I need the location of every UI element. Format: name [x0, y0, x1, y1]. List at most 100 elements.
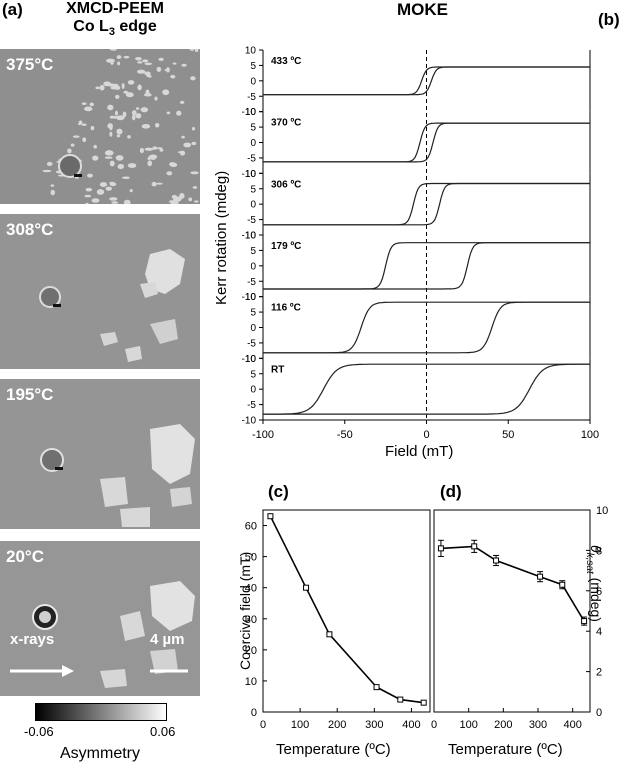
domain-speck [116, 128, 123, 135]
peem-texture-375 [0, 49, 200, 204]
coercive-y-tick-label: 30 [245, 614, 257, 626]
coercive-data-point [373, 684, 380, 691]
domain-speck [142, 59, 149, 63]
hysteresis-branch-up [263, 363, 590, 415]
domain-speck [109, 181, 115, 185]
ksat-y-tick-label: 2 [596, 667, 602, 679]
ksat-x-tick-label: 0 [431, 719, 437, 731]
domain-speck [93, 144, 97, 149]
ksat-x-tick-label: 400 [563, 719, 581, 731]
domain-speck [77, 122, 82, 126]
domain-speck [135, 113, 142, 119]
domain-speck [70, 143, 75, 147]
domain-speck [183, 142, 192, 148]
coercive-x-tick-label: 0 [260, 719, 266, 731]
domain-speck [116, 55, 122, 60]
domain-speck [127, 135, 131, 139]
domain-speck [117, 164, 125, 170]
hysteresis-branch-down [263, 122, 590, 163]
hysteresis-branch-down [263, 242, 590, 290]
domain-speck [92, 155, 99, 161]
domain-speck [90, 125, 95, 131]
colorbar-min-label: -0.06 [24, 724, 54, 739]
domain-speck [171, 194, 178, 199]
domain-speck [123, 199, 131, 204]
ksat-y-tick-label: 4 [596, 626, 602, 638]
moke-temp-label: 179 ºC [271, 241, 301, 252]
domain-speck [192, 186, 198, 189]
ksat-ylabel: θk,sat (mdeg) [584, 545, 604, 622]
moke-y-tick-label: 10 [245, 46, 257, 57]
domain-speck [159, 148, 164, 152]
moke-x-tick-label: -100 [252, 429, 274, 441]
domain-speck [162, 89, 170, 96]
domain-speck [67, 148, 72, 154]
coercive-y-tick-label: 50 [245, 552, 257, 564]
domain-speck [117, 61, 121, 66]
moke-y-tick-label: 5 [250, 184, 256, 195]
coercive-y-tick-label: 10 [245, 676, 257, 688]
moke-y-tick-label: 5 [250, 369, 256, 380]
moke-y-tick-label: 10 [245, 354, 257, 365]
domain-speck [166, 171, 173, 176]
coercive-data-point [267, 513, 274, 520]
domain-speck [166, 67, 170, 73]
ksat-data-point [537, 573, 544, 580]
moke-x-tick-label: 100 [581, 429, 599, 441]
panel-a-title-line2: Co L3 edge [73, 18, 157, 39]
domain-speck [81, 123, 87, 126]
domain-speck [191, 141, 197, 146]
coercive-data-point [326, 631, 333, 638]
asymmetry-colorbar [35, 703, 167, 721]
domain-speck [99, 84, 105, 91]
domain-speck [137, 84, 142, 91]
domain-speck [104, 156, 113, 159]
coercive-data-point [397, 696, 404, 703]
ksat-series-line [440, 545, 585, 622]
domain-speck [135, 107, 140, 110]
ksat-ylabel-wrap: θk,sat (mdeg) [584, 545, 630, 715]
panel-a-title: XMCD-PEEM Co L3 edge [55, 0, 175, 38]
moke-x-tick-label: 50 [502, 429, 514, 441]
domain-speck [116, 134, 121, 138]
moke-y-tick-label: -10 [242, 416, 257, 427]
temp-label-20: 20°C [6, 547, 44, 566]
domain-speck [151, 181, 157, 187]
domain-speck [131, 114, 136, 121]
moke-y-tick-label: 5 [250, 61, 256, 72]
moke-y-tick-label: 0 [250, 323, 256, 334]
domain-speck [110, 49, 117, 51]
domain-speck [170, 162, 178, 168]
domain-speck [42, 169, 52, 173]
domain-speck [82, 137, 87, 143]
coercive-series-line [269, 515, 424, 704]
domain-speck [84, 194, 92, 198]
domain-speck [127, 163, 137, 168]
domain-speck [144, 62, 152, 66]
moke-temp-label: 433 ºC [271, 56, 301, 67]
domain-speck [99, 182, 108, 187]
temp-label-195: 195°C [6, 385, 54, 404]
domain-speck [144, 147, 154, 151]
moke-y-tick-label: 5 [250, 123, 256, 134]
domain-speck [109, 131, 113, 137]
domain-speck [89, 102, 94, 107]
coercive-x-tick-label: 300 [365, 719, 383, 731]
moke-y-tick-label: -5 [247, 277, 256, 288]
ksat-data-point [559, 581, 566, 588]
panel-c-label: (c) [268, 482, 289, 501]
domain-speck [127, 80, 135, 85]
domain-speck [148, 154, 158, 159]
domain-speck [191, 126, 196, 131]
peem-image-308: 308°C [0, 214, 200, 369]
moke-y-tick-label: -10 [242, 107, 257, 118]
domain-speck [181, 135, 185, 139]
ksat-y-tick-label: 8 [596, 545, 602, 557]
coercive-y-tick-label: 60 [245, 521, 257, 533]
domain-speck [172, 62, 177, 65]
domain-speck [121, 83, 125, 89]
ksat-x-tick-label: 100 [459, 719, 477, 731]
domain-speck [110, 86, 119, 90]
